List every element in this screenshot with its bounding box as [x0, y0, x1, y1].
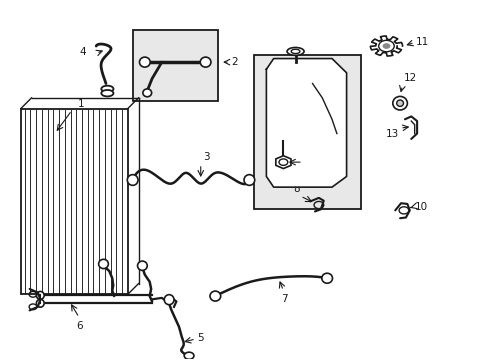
Text: 8: 8	[292, 184, 299, 194]
Ellipse shape	[127, 175, 138, 185]
Polygon shape	[266, 59, 346, 187]
Text: 2: 2	[231, 57, 238, 67]
Ellipse shape	[290, 49, 299, 54]
Text: 9: 9	[303, 157, 310, 167]
Text: 6: 6	[76, 321, 82, 331]
Bar	[132, 30, 217, 102]
Ellipse shape	[321, 273, 332, 283]
Text: 12: 12	[403, 73, 416, 83]
Text: 10: 10	[414, 202, 427, 212]
Ellipse shape	[101, 90, 113, 96]
Ellipse shape	[101, 86, 113, 92]
Ellipse shape	[142, 89, 151, 97]
Text: 7: 7	[281, 294, 287, 303]
Polygon shape	[370, 36, 402, 56]
Ellipse shape	[392, 96, 407, 110]
Ellipse shape	[396, 100, 403, 107]
Text: 1: 1	[78, 99, 84, 109]
Text: 13: 13	[385, 129, 398, 139]
Text: 11: 11	[415, 37, 428, 47]
Ellipse shape	[200, 57, 210, 67]
Ellipse shape	[209, 291, 220, 301]
Ellipse shape	[286, 48, 304, 55]
Text: 3: 3	[203, 152, 209, 162]
Text: 5: 5	[197, 333, 203, 343]
Ellipse shape	[36, 292, 44, 299]
Bar	[21, 109, 127, 294]
Bar	[254, 55, 361, 208]
Ellipse shape	[137, 261, 147, 270]
Ellipse shape	[184, 352, 194, 359]
Ellipse shape	[164, 295, 174, 305]
Ellipse shape	[99, 259, 108, 269]
Ellipse shape	[139, 57, 150, 67]
Ellipse shape	[36, 299, 44, 307]
Circle shape	[382, 43, 389, 49]
Ellipse shape	[244, 175, 254, 185]
Text: 4: 4	[80, 47, 86, 57]
